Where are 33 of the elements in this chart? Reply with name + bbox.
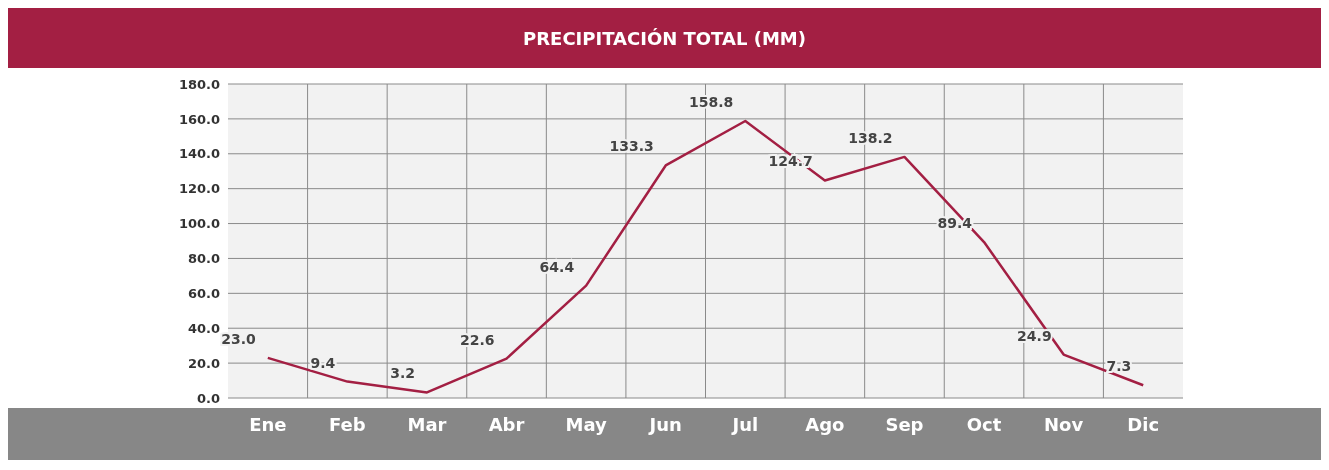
x-tick-label: Jul [730,413,759,435]
data-label: 23.0 [221,330,257,347]
data-label: 133.3 [609,138,654,155]
x-tick-label: Ene [249,413,287,435]
y-tick-label: 0.0 [196,390,220,406]
y-tick-label: 180.0 [178,76,220,92]
x-tick-label: May [565,413,607,435]
data-label: 7.3 [1106,358,1132,375]
data-label: 9.4 [310,354,336,371]
y-tick-label: 120.0 [178,181,220,197]
y-tick-label: 100.0 [178,216,220,232]
y-tick-label: 80.0 [187,251,220,267]
y-tick-label: 140.0 [178,146,220,162]
line-series [266,119,1145,394]
x-tick-label: Nov [1044,413,1084,435]
y-tick-label: 60.0 [187,285,220,301]
x-tick-label: Abr [488,413,525,435]
y-tick-label: 160.0 [178,111,220,127]
y-tick-label: 40.0 [187,320,220,336]
x-tick-label: Dic [1127,413,1160,435]
x-tick-label: Ago [805,413,845,435]
x-tick-label: Oct [966,413,1002,435]
x-tick-label: Sep [885,413,924,435]
x-tick-label: Feb [329,413,366,435]
data-label: 22.6 [459,331,495,348]
data-label: 64.4 [539,258,575,275]
y-tick-label: 20.0 [187,355,220,371]
x-tick-label: Mar [407,413,447,435]
data-label: 24.9 [1017,327,1052,344]
data-label: 3.2 [390,365,415,382]
chart-title: PRECIPITACIÓN TOTAL (MM) [8,8,1321,68]
x-tick-label: Jun [647,413,682,435]
data-label: 138.2 [848,129,893,146]
